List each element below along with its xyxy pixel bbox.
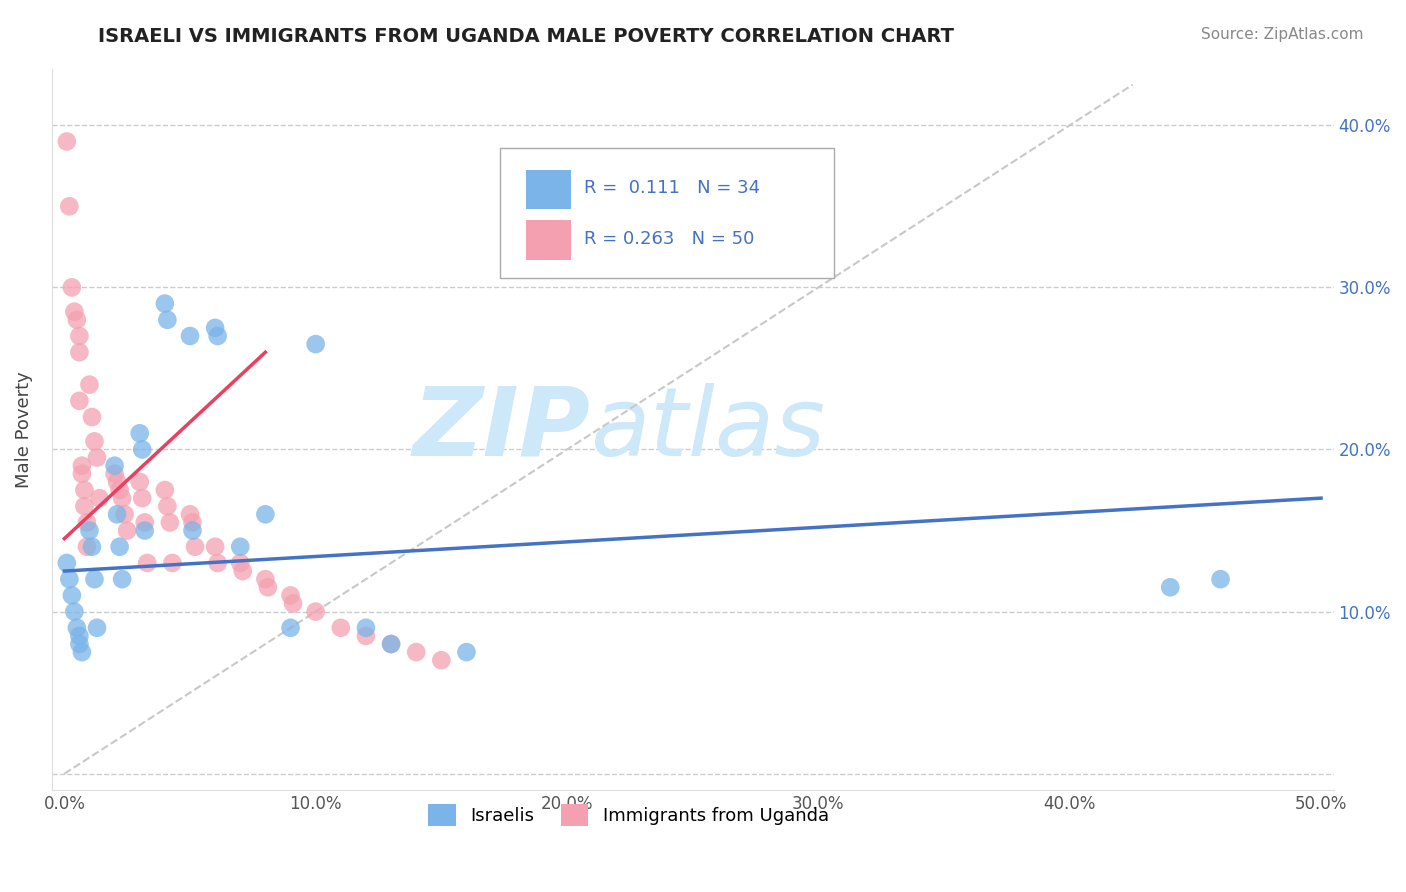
Point <box>70 645 93 659</box>
Point <box>83 434 105 449</box>
Point <box>103 458 125 473</box>
Point <box>281 597 304 611</box>
Text: atlas: atlas <box>591 383 825 475</box>
Point <box>156 500 179 514</box>
Point <box>66 621 89 635</box>
Point <box>80 540 103 554</box>
Point <box>204 321 226 335</box>
Point <box>153 483 176 497</box>
Point <box>86 450 108 465</box>
Point <box>79 524 101 538</box>
Point <box>280 621 302 635</box>
Point <box>76 540 98 554</box>
Point <box>58 572 80 586</box>
Point <box>207 329 229 343</box>
Point <box>181 524 204 538</box>
Point <box>60 588 83 602</box>
Point <box>128 426 150 441</box>
Point <box>131 491 153 505</box>
Legend: Israelis, Immigrants from Uganda: Israelis, Immigrants from Uganda <box>419 795 838 835</box>
Text: ISRAELI VS IMMIGRANTS FROM UGANDA MALE POVERTY CORRELATION CHART: ISRAELI VS IMMIGRANTS FROM UGANDA MALE P… <box>98 27 955 45</box>
Point <box>56 135 79 149</box>
Point <box>136 556 159 570</box>
Point <box>329 621 352 635</box>
Point <box>354 629 377 643</box>
Point <box>66 313 89 327</box>
Point <box>1159 580 1181 594</box>
Point <box>131 442 153 457</box>
Point <box>229 556 252 570</box>
FancyBboxPatch shape <box>501 148 834 277</box>
Point <box>405 645 427 659</box>
Point <box>73 500 96 514</box>
Point <box>128 475 150 489</box>
Point <box>305 337 328 351</box>
Point <box>56 556 79 570</box>
Point <box>204 540 226 554</box>
Point <box>229 540 252 554</box>
Point <box>430 653 453 667</box>
Point <box>134 524 156 538</box>
Point <box>105 508 128 522</box>
Point <box>179 329 201 343</box>
Point <box>108 483 131 497</box>
Point <box>179 508 201 522</box>
Point <box>67 637 90 651</box>
Point <box>254 508 277 522</box>
Point <box>83 572 105 586</box>
Point <box>153 296 176 310</box>
Point <box>60 280 83 294</box>
FancyBboxPatch shape <box>526 220 571 260</box>
Point <box>1209 572 1232 586</box>
Point <box>63 605 86 619</box>
Point <box>181 516 204 530</box>
Point <box>103 467 125 481</box>
Point <box>184 540 207 554</box>
Point <box>58 199 80 213</box>
Point <box>73 483 96 497</box>
Point <box>80 410 103 425</box>
Point <box>354 621 377 635</box>
Point <box>70 467 93 481</box>
Point <box>280 588 302 602</box>
Point <box>232 564 254 578</box>
Point <box>108 540 131 554</box>
Text: Source: ZipAtlas.com: Source: ZipAtlas.com <box>1201 27 1364 42</box>
Point <box>111 572 134 586</box>
Point <box>105 475 128 489</box>
Point <box>254 572 277 586</box>
Point <box>76 516 98 530</box>
Point <box>162 556 184 570</box>
Point <box>67 329 90 343</box>
Point <box>305 605 328 619</box>
Point <box>257 580 280 594</box>
Text: ZIP: ZIP <box>412 383 591 475</box>
Point <box>134 516 156 530</box>
Point <box>63 304 86 318</box>
Point <box>67 629 90 643</box>
Point <box>86 621 108 635</box>
FancyBboxPatch shape <box>526 169 571 210</box>
Text: R =  0.111   N = 34: R = 0.111 N = 34 <box>583 178 759 196</box>
Point <box>380 637 402 651</box>
Point <box>79 377 101 392</box>
Point <box>156 313 179 327</box>
Point <box>380 637 402 651</box>
Point <box>456 645 478 659</box>
Text: R = 0.263   N = 50: R = 0.263 N = 50 <box>583 230 754 249</box>
Point <box>89 491 111 505</box>
Point <box>159 516 181 530</box>
Point <box>70 458 93 473</box>
Point <box>207 556 229 570</box>
Point <box>114 508 136 522</box>
Point <box>115 524 138 538</box>
Point <box>67 345 90 359</box>
Y-axis label: Male Poverty: Male Poverty <box>15 371 32 488</box>
Point <box>111 491 134 505</box>
Point <box>67 393 90 408</box>
